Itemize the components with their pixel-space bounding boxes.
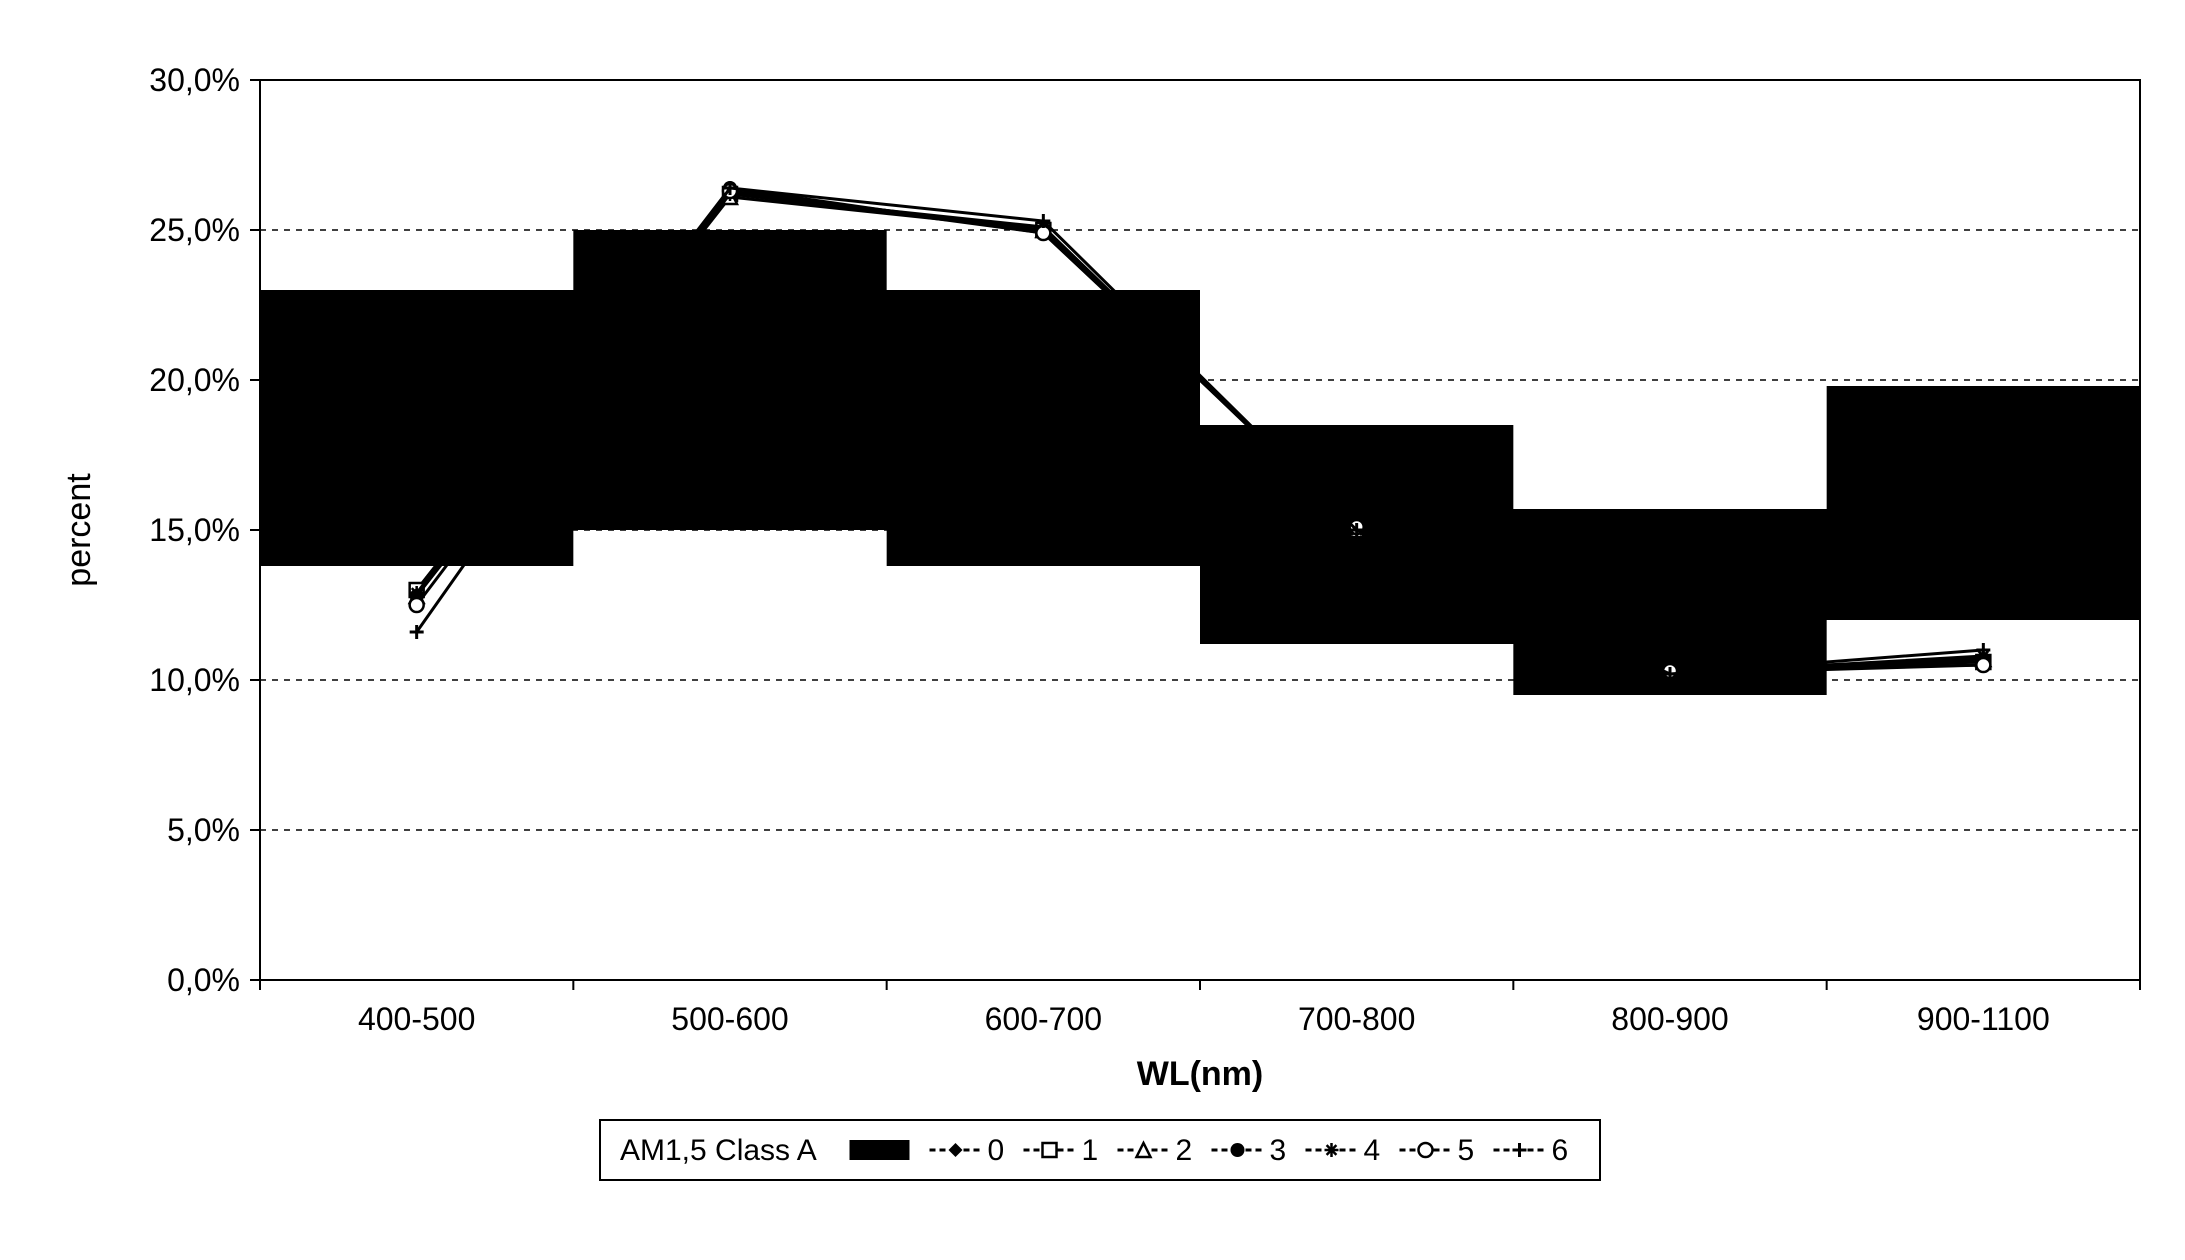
legend-label: 5 [1458,1134,1475,1167]
x-tick-label: 500-600 [671,1001,788,1037]
x-tick-label: 800-900 [1611,1001,1728,1037]
x-tick-label: 600-700 [985,1001,1102,1037]
legend-label: 4 [1364,1134,1381,1167]
y-tick-label: 5,0% [167,812,240,848]
y-tick-label: 30,0% [149,62,240,98]
legend-label: 1 [1082,1134,1099,1167]
legend: AM1,5 Class A 0 1 2 3 4 5 6 [600,1120,1600,1180]
legend-label: 0 [988,1134,1005,1167]
legend-label: 3 [1270,1134,1287,1167]
y-tick-label: 15,0% [149,512,240,548]
y-tick-label: 25,0% [149,212,240,248]
x-tick-label: 700-800 [1298,1001,1415,1037]
spectral-chart: 0,0% 5,0% 10,0% 15,0% 20,0% 25,0% 30,0% 400-500… [0,0,2185,1260]
legend-label: 2 [1176,1134,1193,1167]
y-axis-title: percent [60,473,98,587]
y-tick-label: 0,0% [167,962,240,998]
x-axis-title: WL(nm) [1137,1055,1264,1093]
x-tick-label: 900-1100 [1917,1001,2050,1037]
x-tick-label: 400-500 [358,1001,475,1037]
y-tick-label: 20,0% [149,362,240,398]
legend-label: AM1,5 Class A [620,1134,817,1167]
y-tick-label: 10,0% [149,662,240,698]
legend-label: 6 [1552,1134,1569,1167]
